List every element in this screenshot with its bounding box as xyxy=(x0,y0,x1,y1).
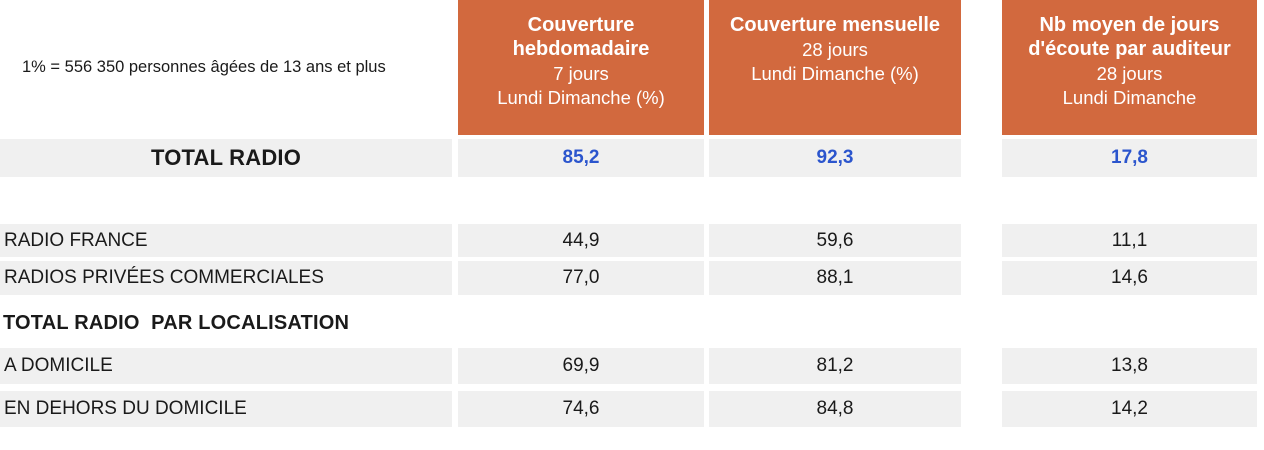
column-title: Couverture hebdomadaire xyxy=(512,14,650,60)
table-row-radios-privees: RADIOS PRIVÉES COMMERCIALES 77,0 88,1 14… xyxy=(0,261,1264,295)
column-days: Lundi Dimanche (%) xyxy=(497,87,665,108)
column-period: 28 jours xyxy=(1096,63,1163,84)
value-cell: 17,8 xyxy=(1002,139,1257,177)
value-avg-days: 14,6 xyxy=(1002,261,1257,295)
table-row-total-radio: TOTAL RADIO 85,2 92,3 17,8 xyxy=(0,139,1264,177)
spacer xyxy=(961,261,1002,295)
section-heading-localisation: TOTAL RADIO PAR LOCALISATION xyxy=(3,312,350,334)
row-label: TOTAL RADIO xyxy=(150,145,302,170)
header-row: 1% = 556 350 personnes âgées de 13 ans e… xyxy=(0,0,1264,135)
column-period: 28 jours xyxy=(802,39,868,60)
row-label: A DOMICILE xyxy=(0,348,452,384)
value-monthly: 84,8 xyxy=(709,391,961,427)
column-header-avg-listening-days: Nb moyen de jours d'écoute par auditeur … xyxy=(1002,0,1257,135)
row-label-cell: TOTAL RADIO xyxy=(0,139,452,177)
localisation-block: A DOMICILE 69,9 81,2 13,8 EN DEHORS DU D… xyxy=(0,348,1264,427)
row-label: EN DEHORS DU DOMICILE xyxy=(0,391,452,427)
value-avg-days: 13,8 xyxy=(1002,348,1257,384)
value-weekly: 69,9 xyxy=(458,348,704,384)
value-weekly: 44,9 xyxy=(458,224,704,257)
column-title: Couverture mensuelle xyxy=(729,14,941,36)
radio-groups-block: RADIO FRANCE 44,9 59,6 11,1 RADIOS PRIVÉ… xyxy=(0,224,1264,295)
value-avg-days: 11,1 xyxy=(1002,224,1257,257)
value-monthly: 92,3 xyxy=(816,147,854,168)
row-label: RADIOS PRIVÉES COMMERCIALES xyxy=(0,261,452,295)
value-weekly: 77,0 xyxy=(458,261,704,295)
scale-note: 1% = 556 350 personnes âgées de 13 ans e… xyxy=(22,58,386,76)
spacer xyxy=(961,348,1002,384)
spacer xyxy=(961,391,1002,427)
column-title: Nb moyen de jours d'écoute par auditeur xyxy=(1028,14,1231,60)
table-row-radio-france: RADIO FRANCE 44,9 59,6 11,1 xyxy=(0,224,1264,257)
value-weekly: 85,2 xyxy=(562,147,600,168)
column-header-monthly-coverage: Couverture mensuelle 28 jours Lundi Dima… xyxy=(709,0,961,135)
value-avg-days: 17,8 xyxy=(1111,147,1148,168)
column-days: Lundi Dimanche xyxy=(1062,87,1197,108)
spacer xyxy=(961,0,1002,135)
table-row-a-domicile: A DOMICILE 69,9 81,2 13,8 xyxy=(0,348,1264,384)
value-cell: 85,2 xyxy=(458,139,704,177)
column-period: 7 jours xyxy=(553,63,609,84)
value-monthly: 81,2 xyxy=(709,348,961,384)
spacer xyxy=(961,139,1002,177)
column-header-weekly-coverage: Couverture hebdomadaire 7 jours Lundi Di… xyxy=(458,0,704,135)
value-monthly: 88,1 xyxy=(709,261,961,295)
value-weekly: 74,6 xyxy=(458,391,704,427)
value-avg-days: 14,2 xyxy=(1002,391,1257,427)
table-row-en-dehors-du-domicile: EN DEHORS DU DOMICILE 74,6 84,8 14,2 xyxy=(0,391,1264,427)
row-label: RADIO FRANCE xyxy=(0,224,452,257)
column-days: Lundi Dimanche (%) xyxy=(751,63,919,84)
spacer xyxy=(961,224,1002,257)
value-monthly: 59,6 xyxy=(709,224,961,257)
value-cell: 92,3 xyxy=(709,139,961,177)
